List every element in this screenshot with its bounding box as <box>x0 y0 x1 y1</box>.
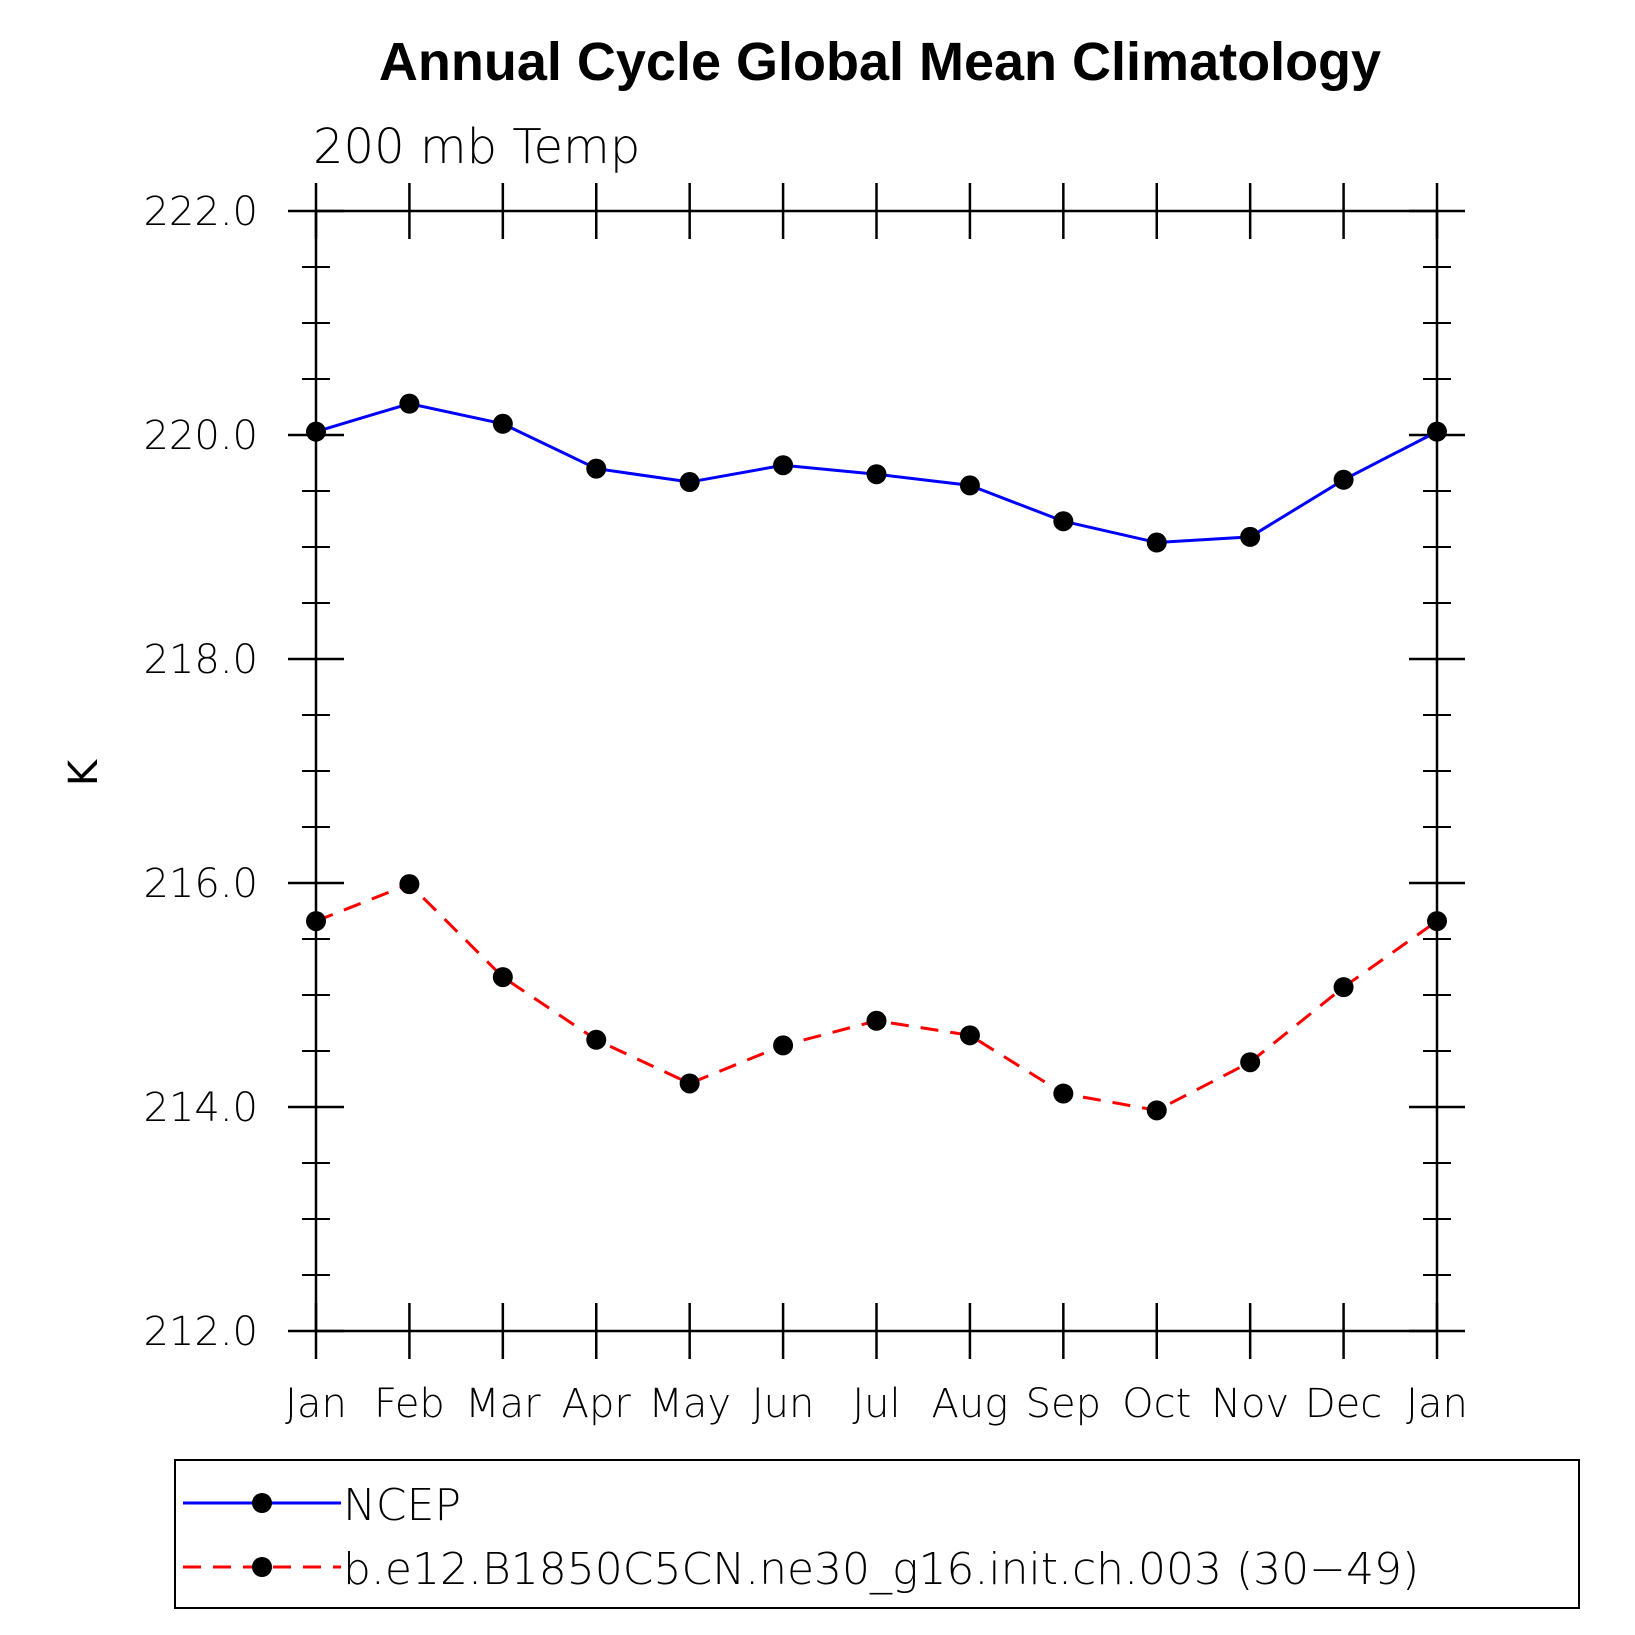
x-tick-label-10: Nov <box>1211 1381 1289 1427</box>
series-0-point-11 <box>1333 469 1354 490</box>
series-lines <box>315 402 1438 1112</box>
legend-box <box>174 1459 1580 1609</box>
series-0-point-3 <box>586 458 607 479</box>
x-tick-label-11: Dec <box>1305 1381 1382 1427</box>
axes <box>314 209 1439 1333</box>
x-tick-label-0: Jan <box>285 1381 347 1427</box>
y-tick-label-1: 214.0 <box>143 1085 258 1131</box>
y-tick-label-4: 220.0 <box>143 413 258 459</box>
x-tick-label-3: Apr <box>562 1381 632 1427</box>
series-0-point-5 <box>773 455 794 476</box>
series-1-point-0 <box>306 911 326 932</box>
x-tick-label-6: Jul <box>852 1381 900 1427</box>
series-1-point-7 <box>959 1025 980 1046</box>
x-tick-label-5: Jun <box>752 1381 815 1427</box>
series-0-point-1 <box>399 393 420 414</box>
series-1-point-9 <box>1146 1100 1167 1121</box>
series-1-point-3 <box>586 1029 607 1050</box>
x-tick-label-9: Oct <box>1122 1381 1191 1427</box>
series-0-point-9 <box>1146 532 1167 553</box>
series-0-point-12 <box>1427 421 1447 442</box>
series-1-point-1 <box>399 874 420 895</box>
x-tick-label-4: May <box>648 1381 731 1427</box>
y-tick-label-0: 212.0 <box>143 1309 258 1355</box>
y-axis-label: K <box>61 758 107 786</box>
series-markers <box>306 393 1447 1121</box>
x-tick-label-1: Feb <box>374 1381 445 1427</box>
series-0-point-7 <box>959 475 980 496</box>
legend-label-model: b.e12.B1850C5CN.ne30_g16.init.ch.003 (30… <box>343 1544 1419 1595</box>
y-tick-label-2: 216.0 <box>143 861 258 907</box>
y-tick-label-3: 218.0 <box>143 637 258 683</box>
series-1-point-4 <box>679 1073 700 1094</box>
chart-subtitle: 200 mb Temp <box>313 119 640 175</box>
axis-ticks <box>288 183 1465 1359</box>
series-0-point-10 <box>1240 526 1261 547</box>
series-1-point-5 <box>773 1035 794 1056</box>
x-tick-label-2: Mar <box>465 1381 541 1427</box>
series-1-point-2 <box>492 967 513 988</box>
series-0-point-0 <box>306 421 326 442</box>
legend-marker-ncep <box>252 1493 272 1513</box>
legend-label-ncep: NCEP <box>343 1480 461 1531</box>
series-1-point-12 <box>1427 911 1447 932</box>
series-1-point-11 <box>1333 977 1354 998</box>
series-1-point-10 <box>1240 1052 1261 1073</box>
y-tick-label-5: 222.0 <box>143 189 258 235</box>
series-line-1 <box>315 882 1438 1112</box>
series-0-point-2 <box>492 413 513 434</box>
series-0-point-4 <box>679 472 700 493</box>
x-tick-label-8: Sep <box>1026 1381 1101 1427</box>
x-tick-label-12: Jan <box>1406 1381 1468 1427</box>
chart-title: Annual Cycle Global Mean Climatology <box>379 32 1381 92</box>
series-0-point-6 <box>866 464 887 485</box>
plot-frame <box>314 209 1439 1333</box>
series-0-point-8 <box>1053 511 1074 532</box>
series-1-point-8 <box>1053 1083 1074 1104</box>
legend: NCEP b.e12.B1850C5CN.ne30_g16.init.ch.00… <box>174 1459 1580 1609</box>
tick-labels: Jan Feb Mar Apr May Jun Jul Aug Sep Oct Nov Dec Jan 2… <box>143 189 1467 1427</box>
series-1-point-6 <box>866 1010 887 1031</box>
x-tick-label-7: Aug <box>932 1381 1009 1427</box>
legend-marker-model <box>252 1557 272 1577</box>
